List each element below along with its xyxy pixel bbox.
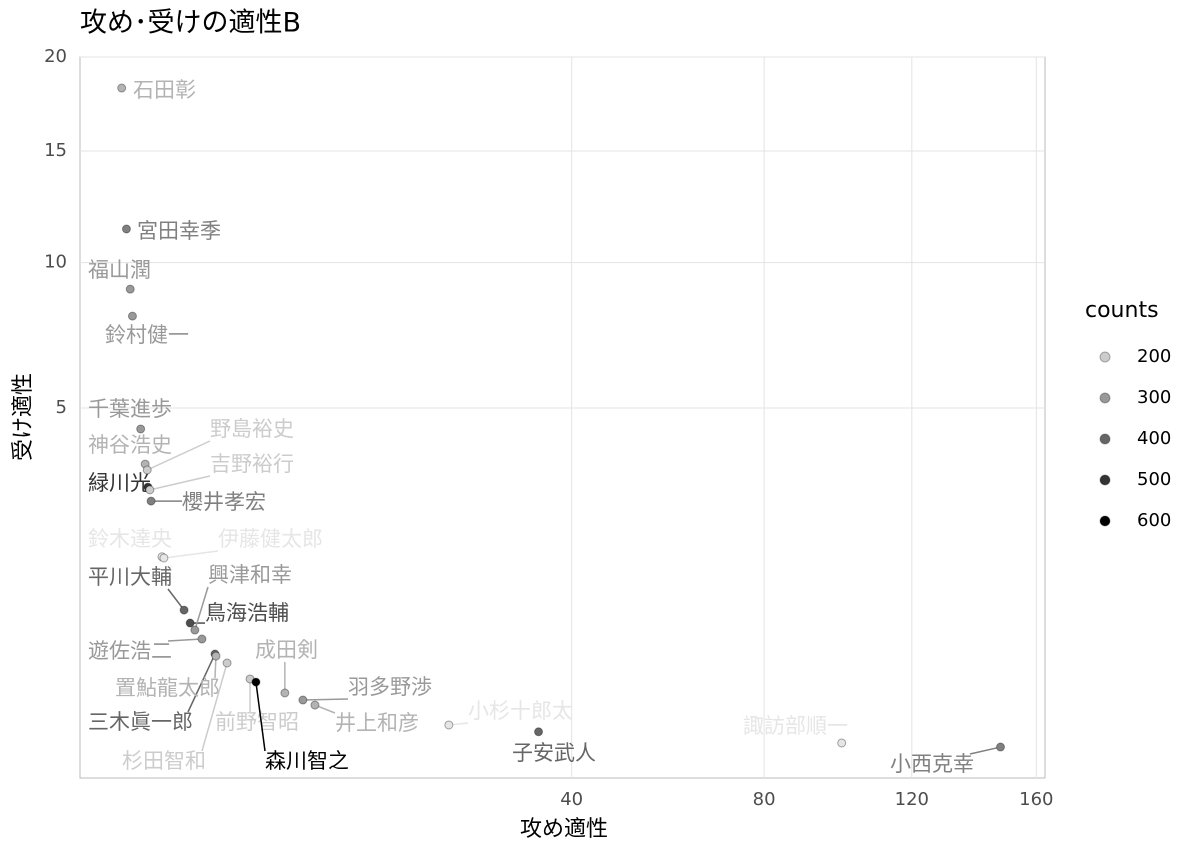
legend-title: counts	[1085, 298, 1159, 323]
point-label: 石田彰	[133, 78, 196, 102]
point	[995, 742, 1005, 752]
point	[190, 625, 200, 635]
label-connector	[167, 638, 202, 642]
point	[146, 496, 156, 506]
point-label: 遊佐浩二	[88, 639, 172, 663]
legend-key	[1099, 433, 1111, 445]
y-tick-label: 20	[44, 46, 67, 67]
point-label: 宮田幸季	[137, 219, 221, 243]
point-label: 神谷浩史	[88, 433, 172, 457]
point-label: 羽多野渉	[348, 675, 432, 699]
label-connector	[194, 586, 209, 631]
point	[211, 651, 221, 661]
y-tick-label: 15	[44, 140, 67, 161]
label-connector	[149, 475, 211, 491]
point-label: 櫻井孝宏	[182, 490, 266, 514]
point	[142, 465, 152, 475]
point	[280, 688, 290, 698]
legend-label: 200	[1137, 346, 1171, 367]
label-connector	[187, 653, 216, 713]
point	[145, 485, 155, 495]
point-label: 成田剣	[255, 638, 318, 662]
point-label: 三木眞一郎	[88, 710, 193, 734]
x-tick-label: 120	[895, 789, 929, 810]
point-label: 井上和彦	[335, 711, 419, 735]
label-connector	[146, 440, 211, 471]
y-axis-title: 受け適性	[11, 373, 36, 461]
point	[197, 634, 207, 644]
point-label: 前野智昭	[215, 710, 299, 734]
legend-label: 300	[1137, 387, 1171, 408]
x-tick-label: 160	[1019, 789, 1053, 810]
point	[298, 695, 308, 705]
legend-key	[1099, 515, 1111, 527]
legend-label: 600	[1137, 510, 1171, 531]
point-label: 鳥海浩輔	[205, 601, 289, 625]
label-connector	[969, 746, 1001, 755]
point	[222, 658, 232, 668]
point	[127, 311, 137, 321]
point-label: 緑川光	[88, 471, 151, 495]
point-label: 置鮎龍太郎	[115, 676, 220, 700]
point-label: 諏訪部順一	[743, 714, 848, 738]
point-label: 福山潤	[88, 258, 151, 282]
point-label: 吉野裕行	[210, 452, 294, 476]
point-label: 森川智之	[265, 749, 349, 773]
point	[534, 727, 544, 737]
point	[444, 720, 454, 730]
point-label: 子安武人	[512, 741, 596, 765]
legend-key	[1099, 392, 1111, 404]
point	[179, 605, 189, 615]
label-connector	[167, 588, 185, 611]
x-tick-label: 40	[560, 789, 583, 810]
point-label: 平川大輔	[88, 565, 172, 589]
y-tick-label: 5	[56, 397, 67, 418]
point-label: 小杉十郎太	[468, 699, 573, 723]
point-label: 鈴木達央	[88, 527, 172, 551]
point-label: 小西克幸	[890, 752, 974, 776]
y-tick-label: 10	[44, 252, 67, 273]
point-label: 千葉進歩	[88, 397, 172, 421]
point	[837, 738, 847, 748]
legend-label: 500	[1137, 469, 1171, 490]
point	[125, 284, 135, 294]
point-label: 杉田智和	[122, 749, 206, 773]
label-connector	[302, 698, 349, 701]
point	[310, 700, 320, 710]
legend-key	[1099, 474, 1111, 486]
x-tick-label: 80	[753, 789, 776, 810]
point-label: 伊藤健太郎	[218, 527, 323, 551]
legend-label: 400	[1137, 428, 1171, 449]
point	[251, 677, 261, 687]
chart-title: 攻め･受けの適性B	[80, 8, 301, 39]
point-label: 鈴村健一	[105, 323, 189, 347]
point	[136, 424, 146, 434]
point	[185, 618, 195, 628]
point-label: 野島裕史	[210, 417, 294, 441]
point	[121, 224, 131, 234]
label-connector	[201, 662, 228, 752]
point	[117, 83, 127, 93]
legend-key	[1099, 351, 1111, 363]
x-axis-title: 攻め適性	[520, 817, 608, 842]
label-connector	[255, 682, 266, 752]
label-connector	[163, 550, 219, 559]
point	[159, 553, 169, 563]
point-label: 興津和幸	[208, 563, 292, 587]
